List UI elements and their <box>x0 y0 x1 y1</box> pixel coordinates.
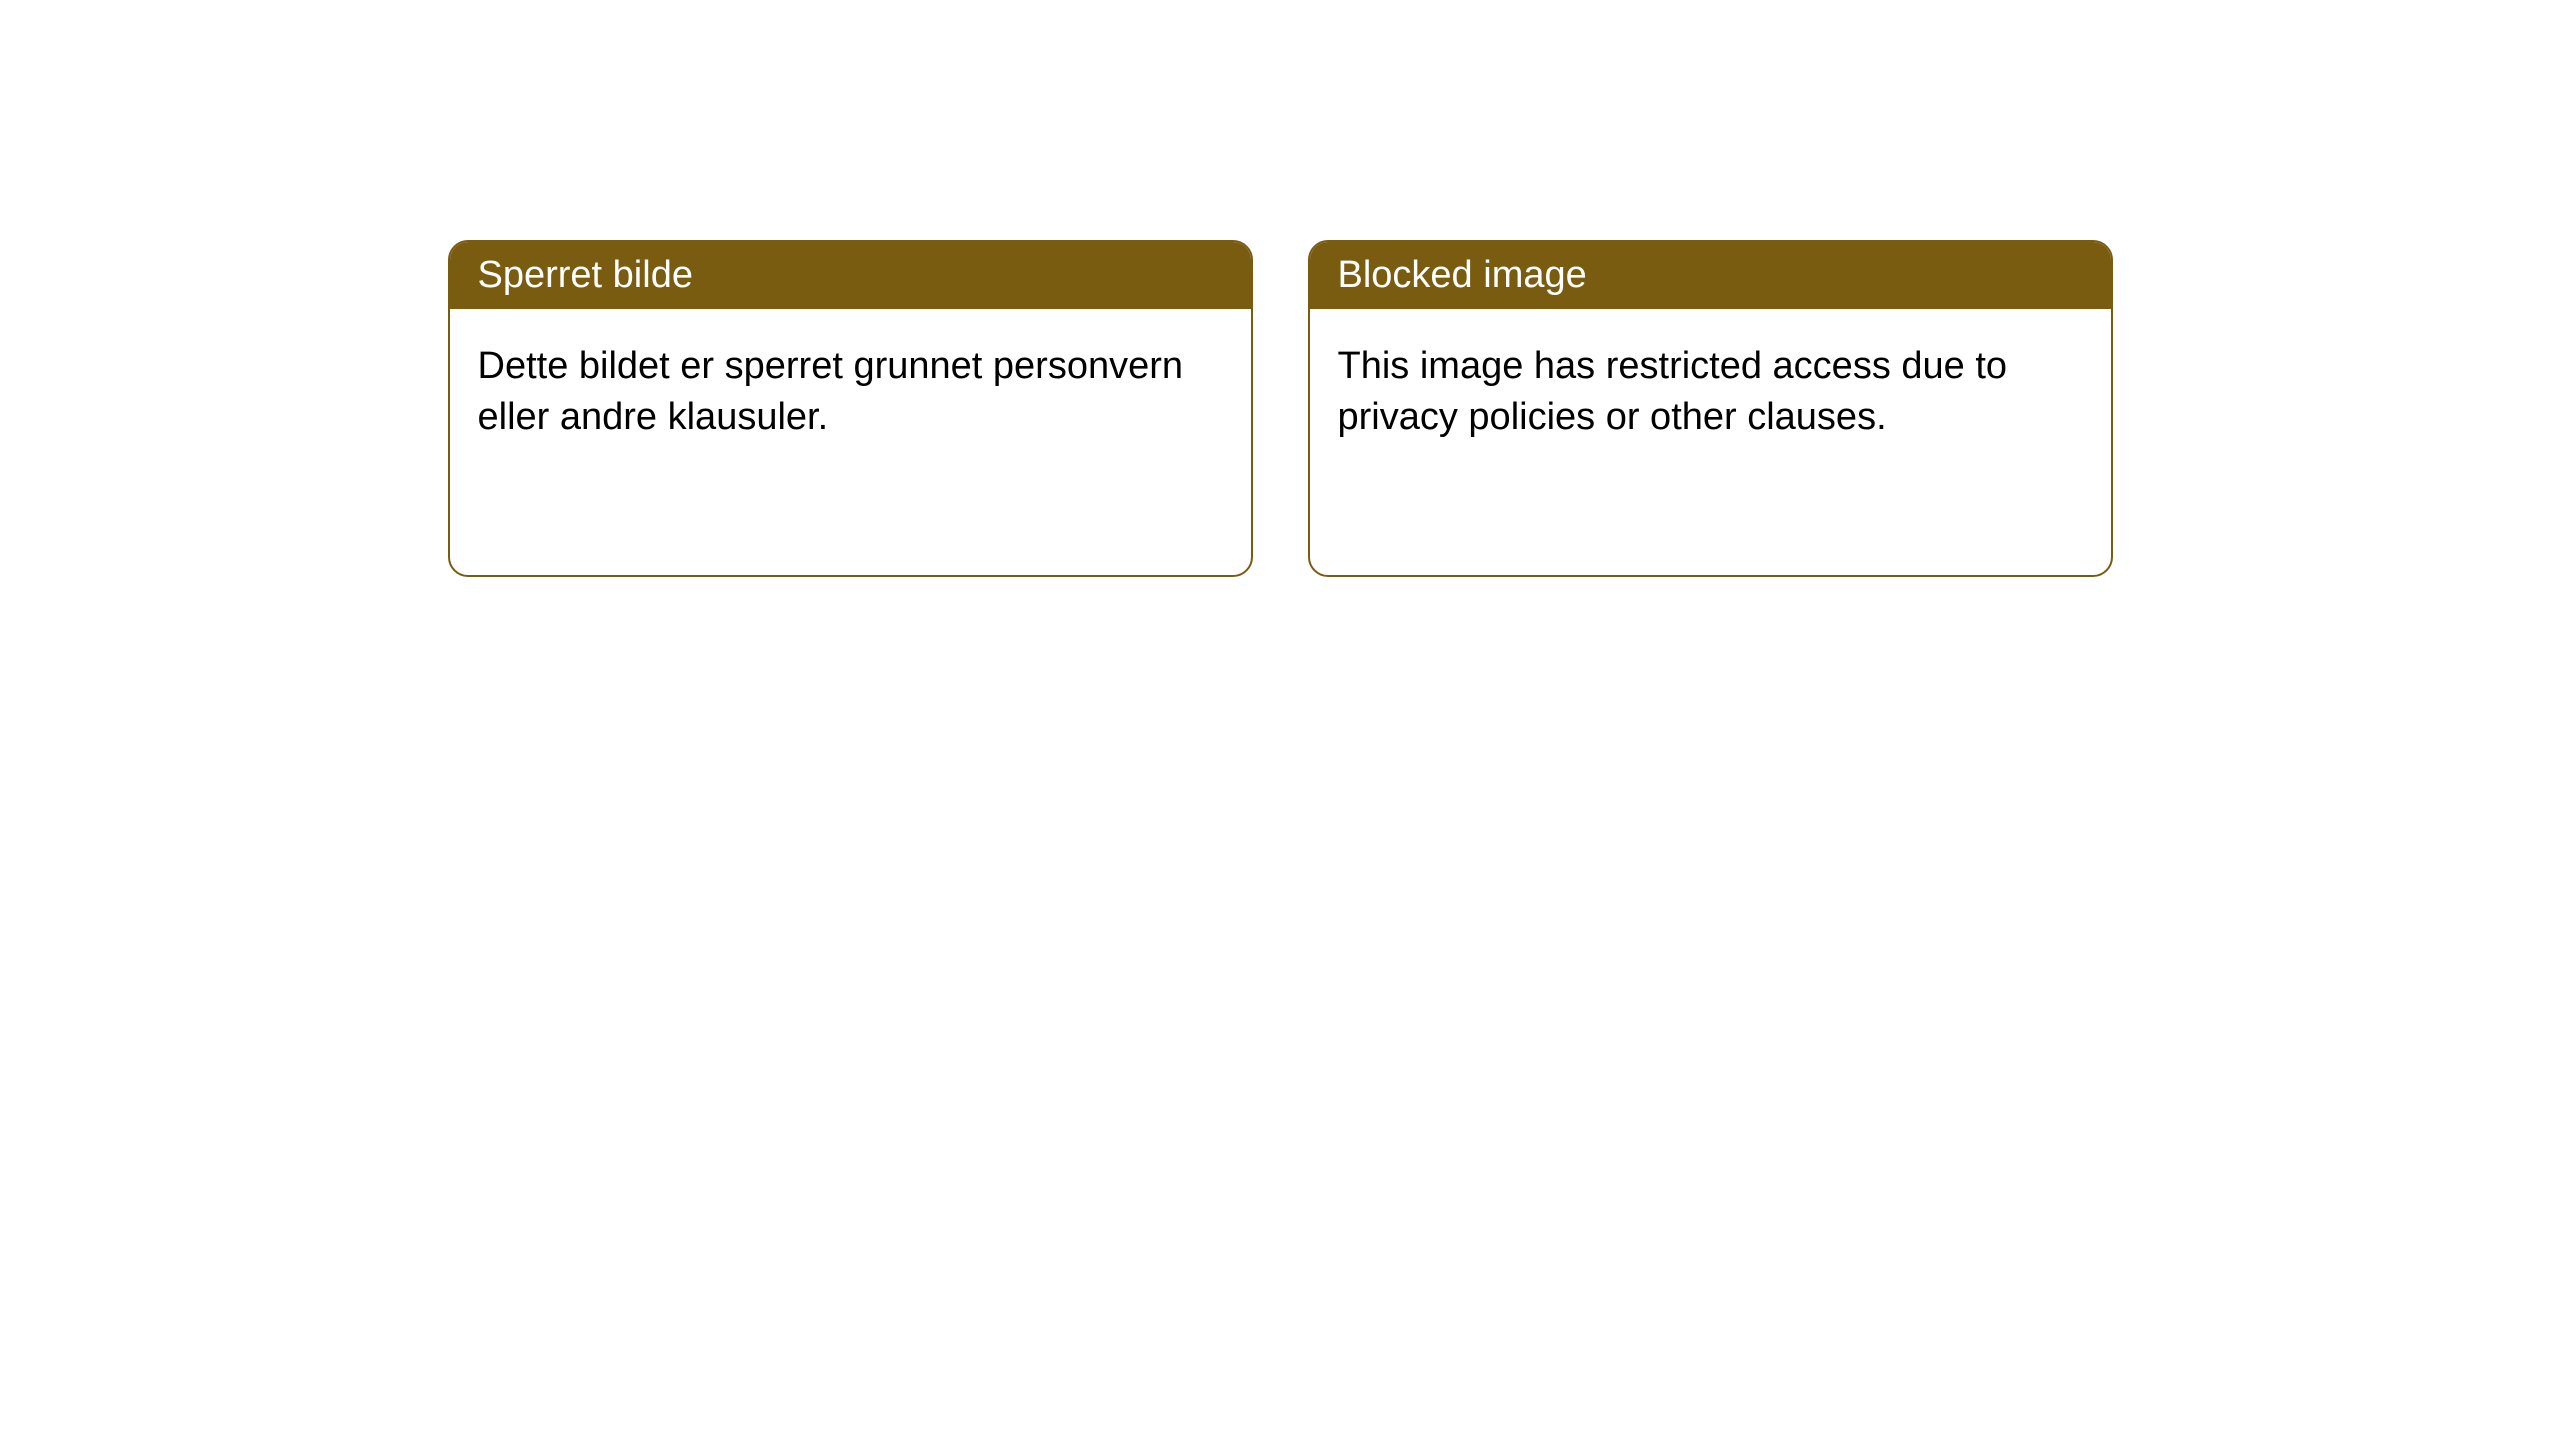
card-title-en: Blocked image <box>1338 254 1587 296</box>
card-header-no: Sperret bilde <box>450 242 1251 309</box>
card-body-en: This image has restricted access due to … <box>1310 309 2111 476</box>
blocked-image-card-en: Blocked image This image has restricted … <box>1308 240 2113 577</box>
card-title-no: Sperret bilde <box>478 254 693 296</box>
card-body-no: Dette bildet er sperret grunnet personve… <box>450 309 1251 476</box>
card-body-text-en: This image has restricted access due to … <box>1338 345 2008 438</box>
card-header-en: Blocked image <box>1310 242 2111 309</box>
card-container: Sperret bilde Dette bildet er sperret gr… <box>448 240 2113 1440</box>
card-body-text-no: Dette bildet er sperret grunnet personve… <box>478 345 1184 438</box>
blocked-image-card-no: Sperret bilde Dette bildet er sperret gr… <box>448 240 1253 577</box>
